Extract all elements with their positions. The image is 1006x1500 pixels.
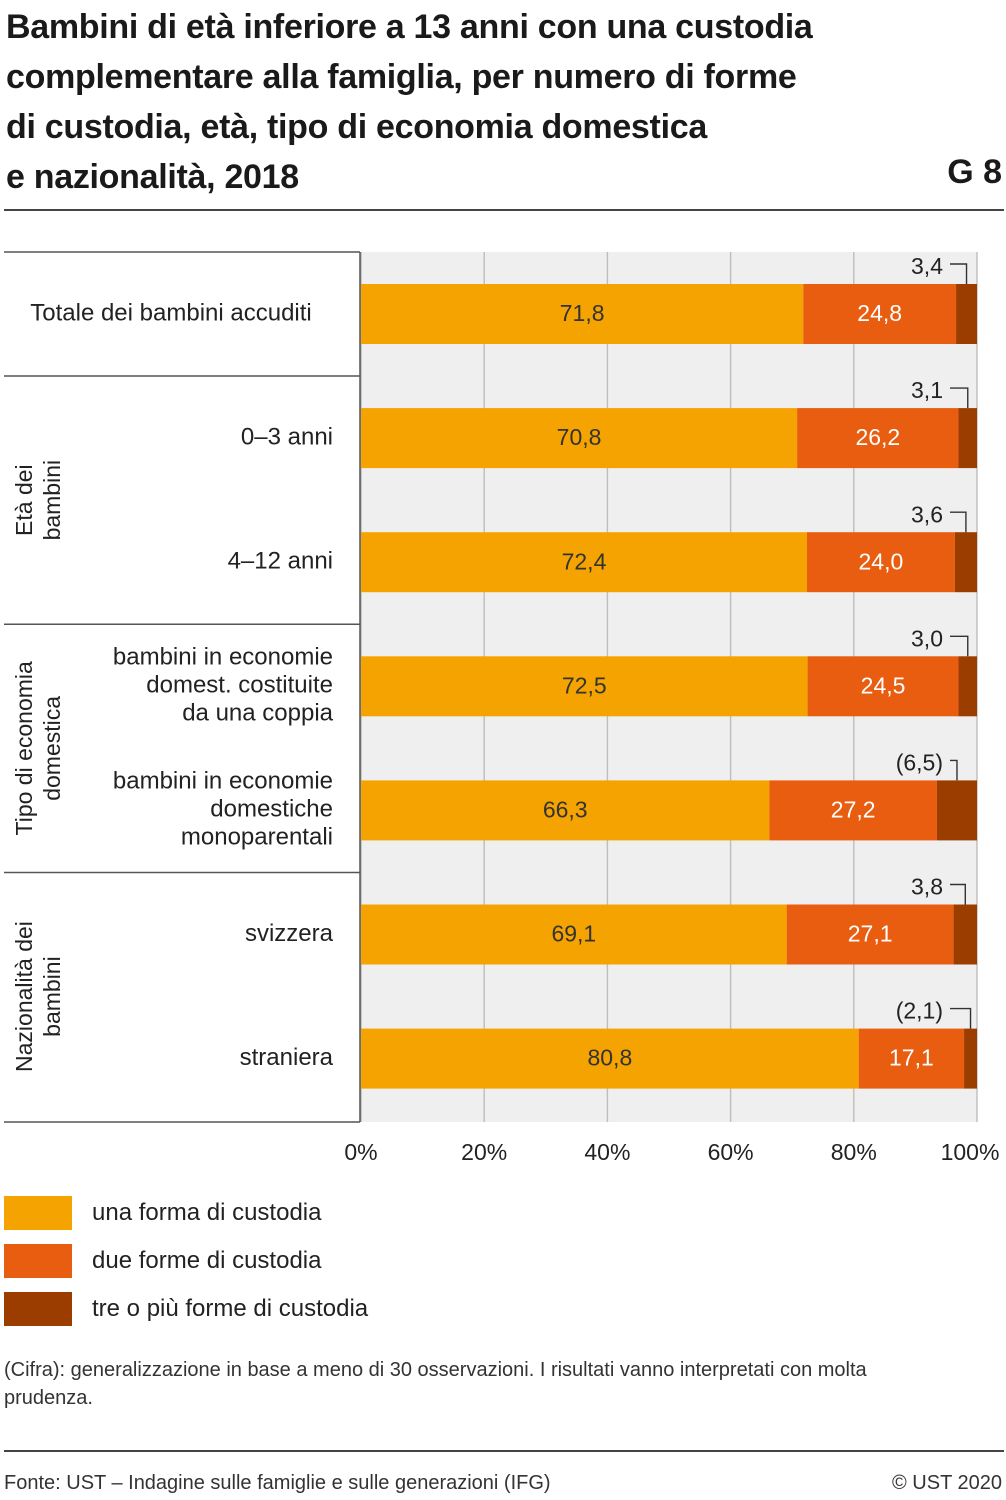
chart-title: Bambini di età inferiore a 13 anni con u… (6, 2, 926, 202)
x-tick-label: 60% (708, 1139, 754, 1165)
legend-item: due forme di custodia (4, 1244, 604, 1278)
data-label: 26,2 (855, 424, 900, 450)
group-label: bambini (39, 460, 65, 541)
chart-code: G 8 (947, 153, 1002, 191)
data-label: 3,0 (911, 625, 943, 651)
category-label: bambini in economie (113, 768, 333, 795)
bar-segment (954, 532, 977, 593)
category-label: 0–3 anni (241, 423, 333, 450)
category-label: Totale dei bambini accuditi (30, 299, 312, 326)
label-leader (950, 1007, 972, 1029)
legend-label: due forme di custodia (92, 1247, 322, 1274)
data-label: 24,8 (857, 300, 902, 326)
legend-item: una forma di custodia (4, 1196, 604, 1230)
footer-rule (4, 1450, 1004, 1452)
x-tick-label: 20% (461, 1139, 507, 1165)
data-label: 27,1 (848, 921, 893, 947)
group-label: bambini (39, 956, 65, 1037)
bar-segment (936, 780, 977, 841)
data-label: 3,8 (911, 874, 943, 900)
bar-segment (807, 656, 959, 717)
legend-item: tre o più forme di custodia (4, 1292, 604, 1326)
chart-title-line: Bambini di età inferiore a 13 anni con u… (6, 8, 813, 46)
x-tick-label: 0% (344, 1139, 377, 1165)
footnote: (Cifra): generalizzazione in base a meno… (4, 1359, 867, 1409)
bar-segment (361, 284, 804, 344)
bar-segment (956, 284, 977, 344)
x-tick-label: 100% (941, 1139, 1000, 1165)
data-label: (6,5) (896, 749, 943, 775)
bar-segment (361, 1028, 859, 1089)
label-leader (950, 387, 969, 409)
label-leader (950, 635, 969, 657)
data-label: 3,4 (911, 253, 943, 279)
data-label: 70,8 (557, 424, 602, 450)
data-label: 17,1 (889, 1045, 934, 1071)
category-label: svizzera (245, 920, 334, 947)
x-tick-label: 80% (831, 1139, 877, 1165)
x-tick-label: 40% (584, 1139, 630, 1165)
label-leader (950, 263, 968, 284)
label-leader (950, 511, 967, 533)
bar-segment (797, 408, 959, 469)
data-label: 72,4 (562, 548, 607, 574)
copyright-note: © UST 2020 (892, 1472, 1002, 1494)
data-label: 3,6 (911, 501, 943, 527)
chart-title-line: di custodia, età, tipo di economia domes… (6, 108, 707, 146)
bar-segment (361, 408, 798, 469)
group-label: Tipo di economia (11, 661, 37, 836)
bar-segment (769, 780, 937, 841)
label-leader (950, 759, 958, 781)
legend-swatch (4, 1292, 72, 1326)
category-label: monoparentali (181, 824, 333, 851)
category-label: domest. costituite (146, 672, 333, 699)
legend-swatch (4, 1196, 72, 1230)
chart-title-line: e nazionalità, 2018 (6, 158, 299, 196)
data-label: 71,8 (560, 300, 605, 326)
bar-segment (361, 532, 807, 593)
data-label: 27,2 (831, 796, 876, 822)
source-note: Fonte: UST – Indagine sulle famiglie e s… (4, 1472, 551, 1494)
category-label: da una coppia (182, 700, 333, 727)
bar-segment (361, 780, 770, 841)
bar-segment (786, 904, 954, 965)
category-label: straniera (240, 1044, 334, 1071)
data-label: 72,5 (562, 672, 607, 698)
bar-segment (803, 284, 957, 344)
legend-swatch (4, 1244, 72, 1278)
legend-label: tre o più forme di custodia (92, 1295, 369, 1322)
bar-segment (361, 904, 787, 965)
bar-segment (858, 1028, 965, 1089)
bar-segment (964, 1028, 977, 1089)
bar-segment (806, 532, 955, 593)
category-label: domestiche (210, 796, 333, 823)
data-label: 80,8 (587, 1045, 632, 1071)
bar-segment (958, 656, 977, 717)
category-label: bambini in economie (113, 644, 333, 671)
bar-segment (958, 408, 977, 469)
bar-segment (953, 904, 977, 965)
data-label: 69,1 (551, 921, 596, 947)
chart-title-line: complementare alla famiglia, per numero … (6, 58, 797, 96)
header-rule (4, 209, 1004, 211)
bar-segment (361, 656, 808, 717)
data-label: 66,3 (543, 796, 588, 822)
data-label: 3,1 (911, 377, 943, 403)
group-label: Età dei (11, 464, 37, 536)
data-label: 24,0 (859, 548, 904, 574)
legend-label: una forma di custodia (92, 1199, 322, 1226)
group-label: Nazionalità dei (11, 921, 37, 1072)
data-label: 24,5 (861, 672, 906, 698)
category-label: 4–12 anni (228, 548, 333, 575)
group-label: domestica (39, 696, 65, 801)
data-label: (2,1) (896, 998, 943, 1024)
label-leader (950, 883, 966, 905)
